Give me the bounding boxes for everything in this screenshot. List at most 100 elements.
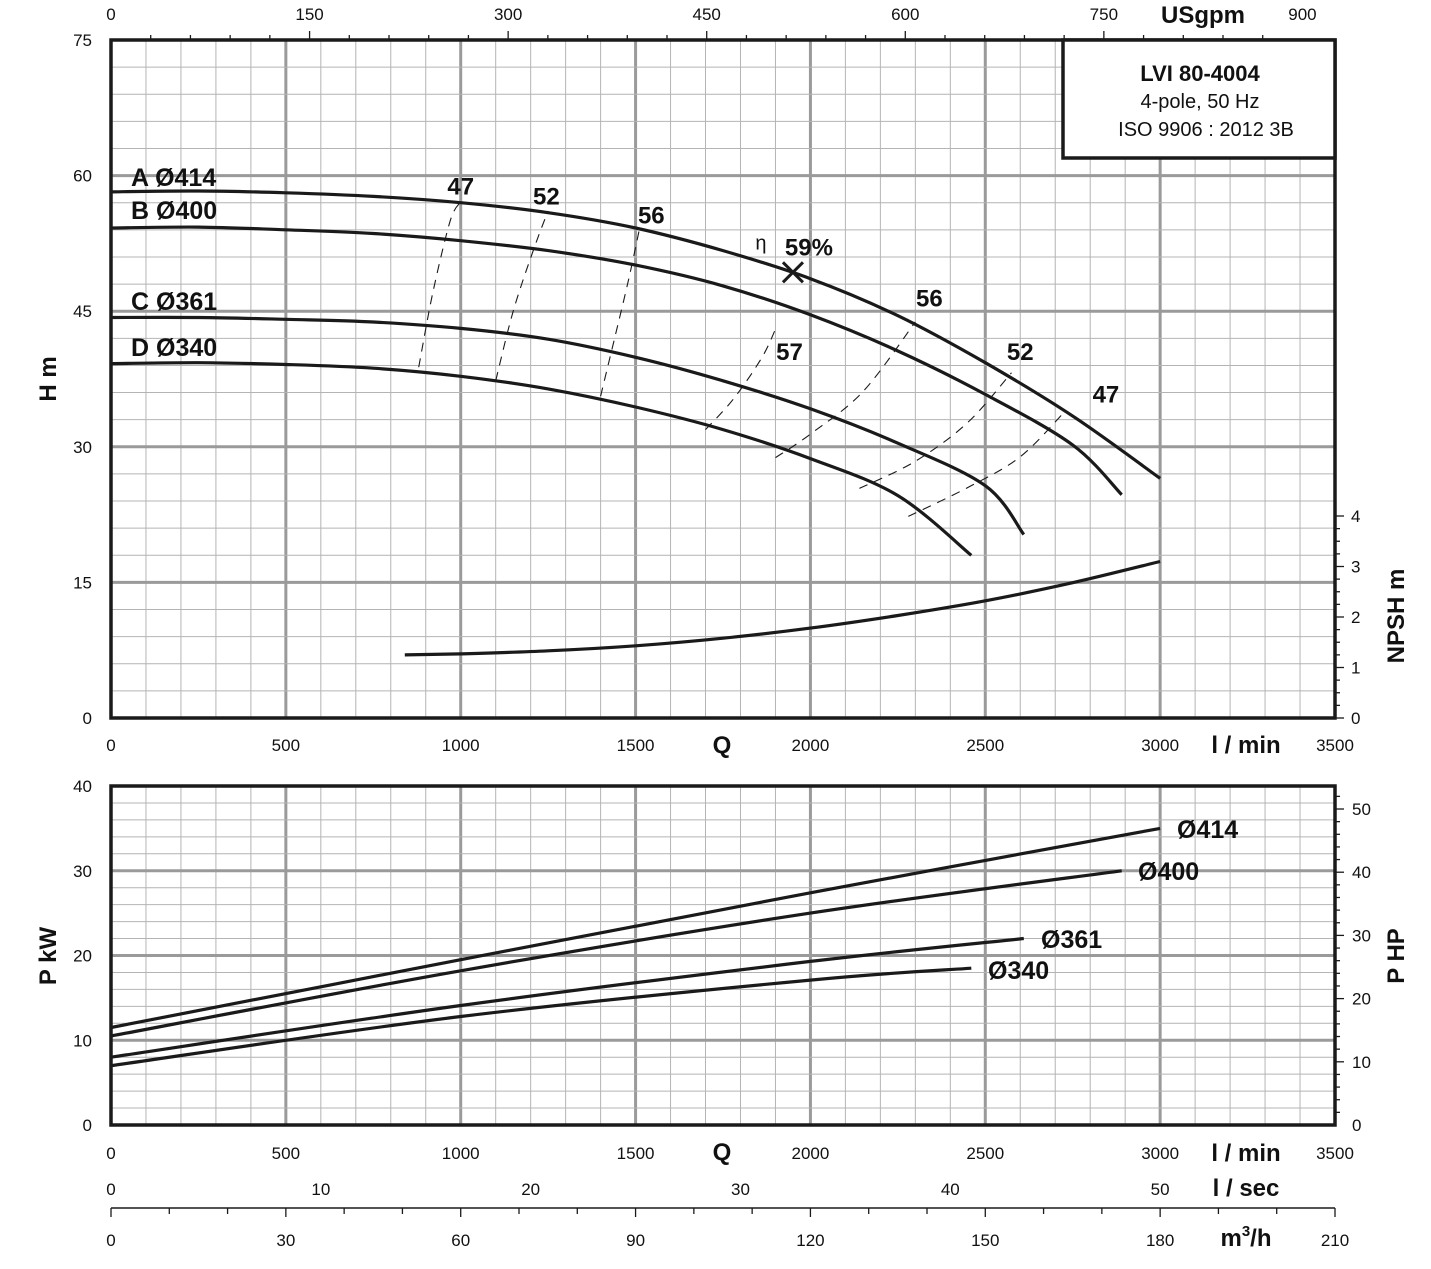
- top-axis-unit: USgpm: [1161, 2, 1245, 29]
- power-y-tick: 40: [73, 777, 92, 796]
- efficiency-label: 56: [638, 202, 665, 229]
- power-curve-label: Ø361: [1041, 926, 1102, 954]
- power-hp-tick: 50: [1352, 800, 1371, 819]
- top-usgpm-tick: 0: [106, 5, 115, 24]
- power-curve-label: Ø414: [1177, 816, 1238, 844]
- head-x-tick: 2500: [966, 736, 1004, 755]
- head-y-tick: 0: [83, 709, 92, 728]
- head-y-tick: 45: [73, 302, 92, 321]
- power-x-tick: 2500: [966, 1144, 1004, 1163]
- power-x-tick: 1500: [617, 1144, 655, 1163]
- power-x-tick: 3000: [1141, 1144, 1179, 1163]
- lsec-tick: 0: [106, 1180, 115, 1199]
- efficiency-contour-1: [495, 210, 549, 381]
- m3h-unit-sup: 3: [1242, 1223, 1250, 1240]
- power-curve-label: Ø340: [988, 957, 1049, 985]
- power-plot-frame: [109, 784, 1337, 1127]
- npsh-y-tick: 2: [1351, 608, 1360, 627]
- m3h-tick: 90: [626, 1231, 645, 1250]
- head-y-tick: 15: [73, 573, 92, 592]
- efficiency-contour-4: [775, 321, 916, 459]
- npsh-curve: [404, 559, 1161, 657]
- power-curve-1: [110, 869, 1122, 1038]
- head-y-tick: 30: [73, 438, 92, 457]
- power-curve-3: [110, 966, 972, 1068]
- head-curve-label: D Ø340: [131, 334, 217, 362]
- head-x-axis-label: Q: [713, 732, 732, 759]
- efficiency-contour-3: [705, 329, 776, 430]
- m3h-tick: 150: [971, 1231, 999, 1250]
- top-usgpm-tick: 600: [891, 5, 919, 24]
- power-x-tick: 500: [272, 1144, 300, 1163]
- lsec-axis-unit: l / sec: [1213, 1175, 1280, 1202]
- efficiency-label: 47: [447, 173, 474, 200]
- chart-subtitle-standard: ISO 9906 : 2012 3B: [1118, 119, 1294, 141]
- power-y-axis-label: P kW: [35, 927, 62, 986]
- lsec-tick: 50: [1151, 1180, 1170, 1199]
- bep-eta-symbol: η: [755, 232, 766, 254]
- head-x-tick: 3500: [1316, 736, 1354, 755]
- power-hp-tick: 40: [1352, 863, 1371, 882]
- power-curve-0: [110, 826, 1161, 1030]
- m3h-unit-base: m: [1220, 1225, 1241, 1252]
- head-y-axis-label: H m: [35, 356, 62, 401]
- head-curve-label: B Ø400: [131, 197, 217, 225]
- m3h-tick: 210: [1321, 1231, 1349, 1250]
- top-usgpm-tick: 750: [1090, 5, 1118, 24]
- head-plot-frame: [109, 38, 1337, 720]
- head-curve-label: A Ø414: [131, 164, 216, 192]
- npsh-y-tick: 4: [1351, 507, 1360, 526]
- power-hp-tick: 20: [1352, 990, 1371, 1009]
- head-x-tick: 0: [106, 736, 115, 755]
- m3h-tick: 180: [1146, 1231, 1174, 1250]
- lsec-tick: 40: [941, 1180, 960, 1199]
- efficiency-contour-6: [908, 410, 1067, 517]
- npsh-y-tick: 3: [1351, 558, 1360, 577]
- m3h-tick: 0: [106, 1231, 115, 1250]
- power-hp-tick: 0: [1352, 1116, 1361, 1135]
- tick-labels: 0 500 1000 1500 2000 2500 3000 3500015304560750…: [73, 5, 1371, 1250]
- power-x-tick: 0: [106, 1144, 115, 1163]
- m3h-axis-unit: m3/h: [1220, 1223, 1271, 1252]
- head-x-tick: 3000: [1141, 736, 1179, 755]
- lsec-tick: 30: [731, 1180, 750, 1199]
- efficiency-label: 52: [1007, 339, 1034, 366]
- top-usgpm-tick: 300: [494, 5, 522, 24]
- head-curve-2: [110, 315, 1026, 536]
- head-curve-label: C Ø361: [131, 288, 217, 316]
- power-hp-axis-label: P HP: [1383, 928, 1410, 984]
- power-hp-tick: 30: [1352, 926, 1371, 945]
- m3h-tick: 120: [796, 1231, 824, 1250]
- npsh-y-axis-label: NPSH m: [1383, 569, 1410, 664]
- power-x-axis-label: Q: [713, 1139, 732, 1166]
- head-curve-0: [110, 189, 1162, 480]
- curves-layer: [110, 189, 1162, 1068]
- head-x-tick: 1500: [617, 736, 655, 755]
- title-box-frame: [1061, 38, 1337, 160]
- efficiency-label: 52: [533, 183, 560, 210]
- power-x-axis-unit: l / min: [1211, 1140, 1280, 1167]
- plot-frames: [109, 38, 1337, 1127]
- power-y-tick: 20: [73, 947, 92, 966]
- head-x-axis-unit: l / min: [1211, 732, 1280, 759]
- bep-label: 59%: [785, 234, 833, 261]
- efficiency-contour-5: [859, 372, 1012, 489]
- title-box: LVI 80-4004 4-pole, 50 Hz ISO 9906 : 201…: [1061, 38, 1337, 160]
- grid-layer: [111, 40, 1335, 1125]
- bep-marker-stroke-b: [781, 261, 805, 284]
- top-usgpm-tick: 900: [1288, 5, 1316, 24]
- head-x-tick: 1000: [442, 736, 480, 755]
- efficiency-label: 47: [1093, 381, 1120, 408]
- power-y-tick: 0: [83, 1116, 92, 1135]
- efficiency-contour-0: [418, 201, 462, 368]
- efficiency-contour-2: [600, 230, 640, 397]
- m3h-tick: 60: [451, 1231, 470, 1250]
- head-x-tick: 2000: [792, 736, 830, 755]
- top-usgpm-tick: 150: [295, 5, 323, 24]
- npsh-y-tick: 1: [1351, 659, 1360, 678]
- head-y-tick: 75: [73, 31, 92, 50]
- power-hp-tick: 10: [1352, 1053, 1371, 1072]
- efficiency-label: 57: [776, 339, 803, 366]
